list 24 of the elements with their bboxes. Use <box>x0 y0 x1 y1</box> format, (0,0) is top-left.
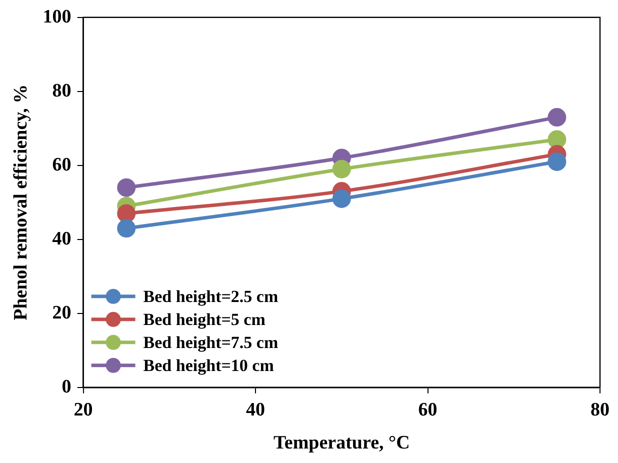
y-tick-label: 100 <box>42 6 72 28</box>
y-tick-label: 40 <box>52 228 72 250</box>
x-tick-label: 20 <box>74 400 93 421</box>
y-tick-label: 20 <box>52 302 72 324</box>
legend-label: Bed height=5 cm <box>143 310 266 329</box>
x-axis-title: Temperature, °C <box>273 432 410 454</box>
x-tick-label: 60 <box>418 400 438 421</box>
y-tick-label: 60 <box>52 154 72 176</box>
y-tick-label: 0 <box>62 376 72 398</box>
point <box>117 178 136 197</box>
point <box>117 219 136 238</box>
legend-label: Bed height=7.5 cm <box>143 332 278 352</box>
point <box>548 108 566 127</box>
y-tick-label: 80 <box>52 80 72 102</box>
legend-label: Bed height=10 cm <box>143 356 274 375</box>
x-tick-label: 40 <box>246 400 266 421</box>
point <box>332 160 351 178</box>
point <box>548 130 566 149</box>
point <box>548 152 566 171</box>
x-tick-label: 80 <box>590 400 610 421</box>
point <box>332 189 351 208</box>
point <box>117 204 136 223</box>
y-axis-title: Phenol removal efficiency, % <box>10 84 32 320</box>
legend-label: Bed height=2.5 cm <box>143 286 278 306</box>
